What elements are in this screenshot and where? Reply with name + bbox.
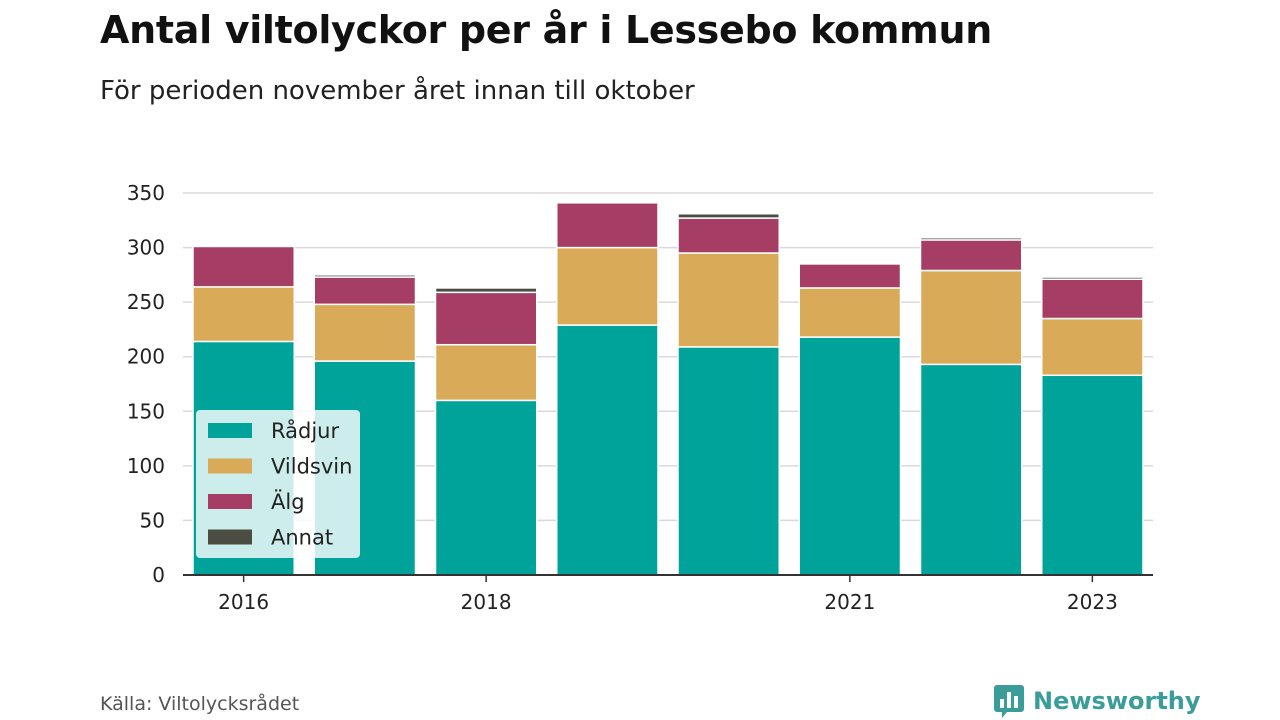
y-tick-label: 100: [127, 454, 165, 478]
bar-annat-2022: [919, 236, 1023, 241]
bar-radjur-2019: [556, 324, 659, 576]
y-tick-label: 150: [127, 399, 165, 423]
y-tick-label: 350: [127, 181, 165, 205]
brand-name: Newsworthy: [1033, 687, 1201, 715]
bar-vildsvin-2016: [192, 286, 295, 343]
y-tick-label: 0: [152, 563, 165, 587]
source-note: Källa: Viltolycksrådet: [100, 693, 300, 715]
legend-swatch-vildsvin: [208, 458, 252, 474]
bar-alg-2019: [556, 202, 659, 249]
legend-box: [196, 410, 360, 558]
bar-alg-2016: [192, 245, 295, 288]
legend-swatch-annat: [208, 529, 252, 545]
bar-alg-2021: [798, 263, 902, 289]
legend-swatch-alg: [208, 494, 252, 509]
x-tick-label: 2021: [824, 590, 875, 614]
bar-vildsvin-2018: [434, 343, 538, 402]
legend: Rådjur Vildsvin Älg Annat: [196, 410, 360, 558]
bar-vildsvin-2019: [556, 246, 659, 326]
x-tick-label: 2018: [461, 590, 512, 614]
bar-radjur-2020: [677, 346, 780, 576]
bar-radjur-2021: [798, 336, 902, 576]
bar-annat-2017: [313, 274, 417, 278]
legend-label-radjur: Rådjur: [271, 418, 339, 443]
bar-alg-2017: [313, 276, 417, 306]
bar-radjur-2022: [919, 363, 1023, 576]
bar-alg-2020: [677, 217, 780, 254]
y-tick-label: 50: [140, 508, 165, 532]
brand: Newsworthy: [993, 683, 1201, 719]
bar-vildsvin-2023: [1041, 317, 1144, 377]
bar-radjur-2018: [434, 399, 538, 576]
bar-vildsvin-2022: [919, 269, 1023, 366]
chart-title: Antal viltolyckor per år i Lessebo kommu…: [100, 8, 992, 52]
legend-label-alg: Älg: [271, 489, 305, 514]
bar-chart-logo-icon: [994, 685, 1024, 718]
chart-subtitle: För perioden november året innan till ok…: [100, 76, 695, 106]
x-tick-label: 2023: [1067, 590, 1118, 614]
bar-radjur-2023: [1041, 374, 1144, 576]
bar-alg-2018: [434, 291, 538, 346]
bar-annat-2018: [434, 287, 538, 294]
bar-alg-2023: [1041, 278, 1144, 320]
y-axis-tick-labels: 0 50 100 150 200 250 300 350: [127, 181, 165, 587]
bar-vildsvin-2020: [677, 252, 780, 348]
x-axis-ticks: 2016 2018 2021 2023: [218, 575, 1118, 614]
y-tick-label: 200: [127, 345, 165, 369]
bar-vildsvin-2021: [798, 287, 902, 338]
legend-swatch-radjur: [208, 423, 252, 438]
x-tick-label: 2016: [218, 590, 269, 614]
y-tick-label: 250: [127, 290, 165, 314]
legend-label-vildsvin: Vildsvin: [271, 455, 352, 479]
legend-label-annat: Annat: [271, 526, 333, 550]
bar-alg-2022: [919, 239, 1023, 272]
bar-annat-2020: [677, 212, 780, 219]
y-tick-label: 300: [127, 236, 165, 260]
bar-vildsvin-2017: [313, 303, 417, 362]
bar-annat-2023: [1041, 276, 1144, 280]
